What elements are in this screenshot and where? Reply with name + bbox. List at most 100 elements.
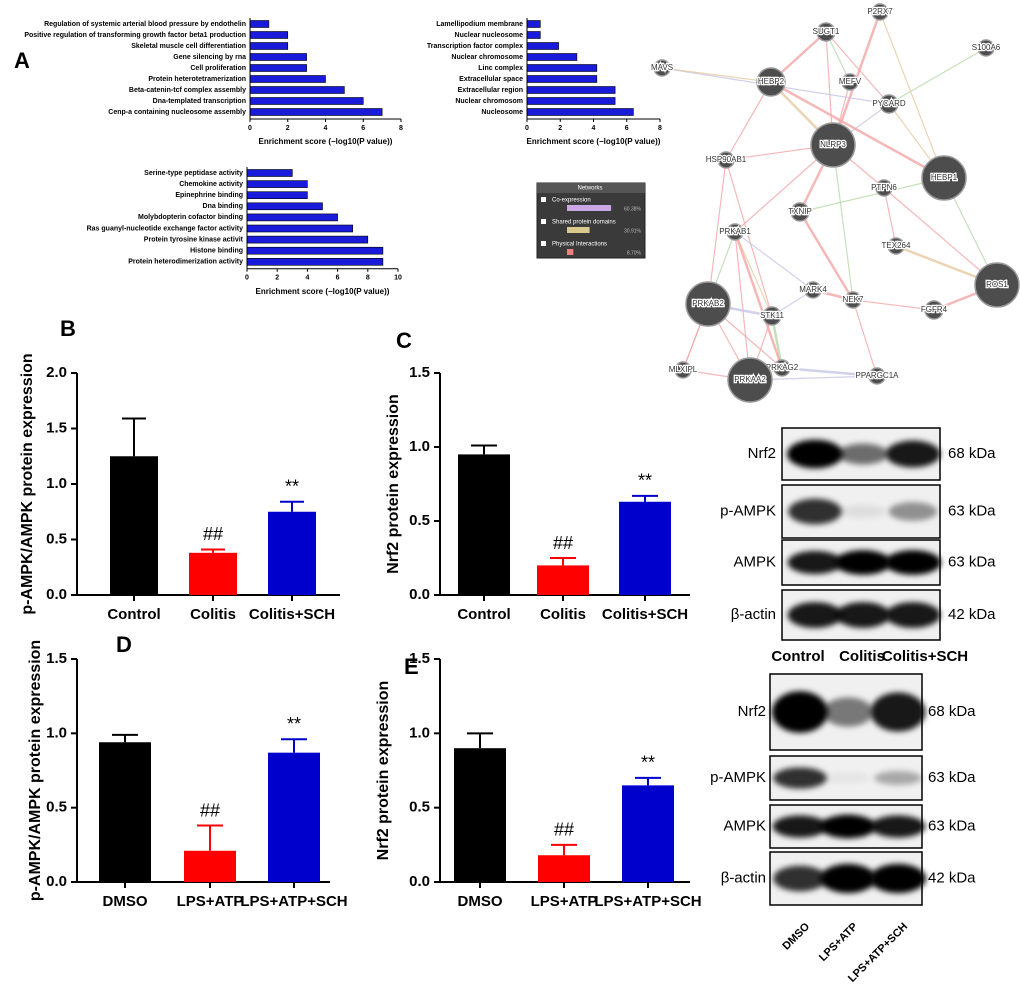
category-label: Ras guanyl-nucleotide exchange factor ac… [87,225,243,232]
network-edge [879,11,945,179]
bar [538,855,590,882]
bar [184,850,236,882]
blot-band [820,863,876,894]
significance-label: ## [553,533,573,553]
network-node [816,22,836,42]
x-tick-label: 8 [658,125,662,132]
y-axis-title: Nrf2 protein expression [375,681,392,861]
network-node [756,67,786,97]
x-tick-label: Colitis [540,606,586,623]
network-node [879,94,899,114]
error-bar [201,548,225,553]
blot-band [820,814,876,839]
significance-label: ** [638,471,652,491]
size-label: 63 kDa [928,769,976,786]
network-node [726,223,744,241]
network-edge [725,81,772,161]
error-bar [281,738,307,753]
x-tick-label: 0 [525,125,529,132]
network-edge [661,67,772,83]
y-tick-label: 0.0 [46,586,67,603]
network-node [974,262,1020,308]
network-node [977,39,995,57]
bar [526,53,578,61]
bar [526,42,559,50]
y-tick-label: 2.0 [46,364,67,381]
network-edge [825,31,890,105]
network-edge [734,231,773,317]
y-tick-label: 1.0 [409,438,430,455]
network-edge [832,144,854,301]
network-node [727,357,773,403]
y-axis-title: Nrf2 protein expression [385,394,402,574]
legend-value: 8.70% [627,250,642,256]
network-edge [770,80,945,180]
category-label: Extracellular space [459,76,523,83]
blot-band [837,443,889,465]
blot-band [885,440,941,468]
network-edge [799,177,945,213]
blot-band [885,602,941,628]
blot-band [835,550,891,575]
legend-title: Networks [577,186,602,192]
x-tick-label: Colitis+SCH [602,606,688,623]
node-label: NEK7 [843,295,864,304]
network-node [653,59,671,77]
error-bar [635,776,661,786]
lane-label: Colitis+SCH [882,648,968,665]
protein-label: Nrf2 [748,445,776,462]
y-tick-label: 1.0 [46,724,67,741]
network-node [804,281,822,299]
bar [526,20,541,28]
legend-checkbox [541,241,546,246]
bar [526,31,541,39]
x-tick-label: 8 [366,275,370,282]
blot-band [825,772,871,784]
network-edge [888,47,987,105]
network-edge [725,159,773,317]
blot-band [874,770,922,786]
bar [249,108,383,116]
panel-label: C [396,328,412,353]
size-label: 42 kDa [928,869,976,886]
x-tick-label: 2 [275,275,279,282]
node-label: HEBP1 [931,173,958,182]
blot-band [870,815,926,838]
network-node [810,122,856,168]
bar [110,456,158,595]
significance-label: ## [554,820,574,840]
significance-label: ** [287,714,301,734]
legend-box [536,182,646,259]
network-edge [733,231,784,369]
x-tick-label: 0 [248,125,252,132]
x-tick-label: 2 [558,125,562,132]
blot-band [840,504,886,519]
lane-label: DMSO [780,920,812,952]
node-label: MARK4 [799,285,827,294]
bar [246,191,308,199]
y-tick-label: 1.0 [46,475,67,492]
blot-band [773,767,827,789]
bar [99,742,151,882]
blot-band [787,602,843,628]
y-tick-label: 0.5 [46,530,67,547]
y-tick-label: 1.0 [409,724,430,741]
bar [454,748,506,882]
blot-band [787,550,843,575]
bar [246,224,353,233]
node-label: PRKAG2 [766,363,799,372]
node-label: NLRP3 [820,140,846,149]
node-label: PRKAB1 [719,227,751,236]
y-tick-label: 0.0 [409,586,430,603]
error-bar [471,444,497,455]
bar [526,97,616,105]
network-node [790,202,810,222]
blot-band [870,692,926,732]
bar [246,202,323,211]
error-bar [112,733,138,743]
bar [249,86,345,94]
bar [246,213,338,222]
protein-label: Nrf2 [738,703,766,720]
node-label: MEFV [839,77,862,86]
